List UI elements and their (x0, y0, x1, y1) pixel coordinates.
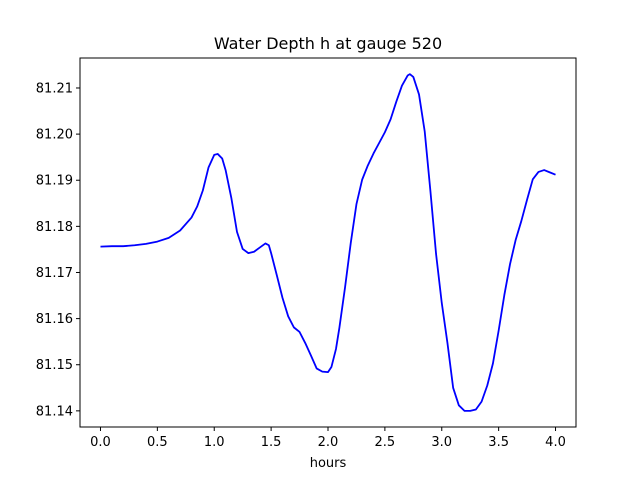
y-tick-label: 81.21 (36, 81, 73, 96)
y-tick-label: 81.14 (36, 404, 73, 419)
y-tick-label: 81.17 (36, 266, 73, 281)
series-line-water-depth (100, 73, 556, 412)
y-tick-label: 81.19 (36, 174, 73, 189)
y-tick-label: 81.18 (36, 220, 73, 235)
x-tick-label: 0.0 (90, 435, 111, 450)
x-axis-label: hours (310, 456, 347, 471)
y-tick-label: 81.20 (36, 128, 73, 143)
y-axis: 81.14 81.15 81.16 81.17 81.18 81.19 81.20 81.21 (36, 81, 80, 419)
chart-title: Water Depth h at gauge 520 (214, 34, 442, 53)
x-tick-label: 1.5 (261, 435, 282, 450)
x-tick-label: 0.5 (147, 435, 168, 450)
x-tick-label: 2.0 (318, 435, 339, 450)
y-tick-label: 81.16 (36, 312, 73, 327)
x-tick-label: 3.5 (488, 435, 509, 450)
y-tick-label: 81.15 (36, 358, 73, 373)
x-axis: 0.0 0.5 1.0 1.5 2.0 2.5 3.0 3.5 4.0 (90, 427, 566, 450)
x-tick-label: 2.5 (375, 435, 396, 450)
x-tick-label: 3.0 (431, 435, 452, 450)
x-tick-label: 4.0 (545, 435, 566, 450)
plot-area (79, 57, 577, 428)
x-tick-label: 1.0 (204, 435, 225, 450)
